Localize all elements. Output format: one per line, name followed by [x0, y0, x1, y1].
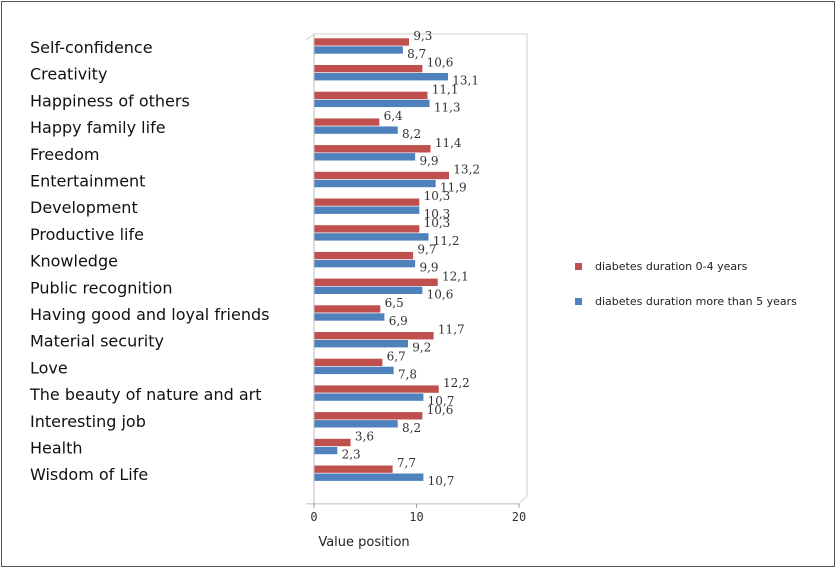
data-label: 2,3 [342, 448, 361, 462]
legend-entry: diabetes duration 0-4 years [595, 260, 748, 273]
bar-series-1 [313, 464, 394, 474]
legend-entry: diabetes duration more than 5 years [595, 295, 797, 308]
category-label: Public recognition [30, 278, 172, 297]
bar-series-2 [313, 99, 431, 108]
bar-series-2 [313, 446, 338, 455]
bar-series-2 [313, 366, 395, 375]
bar-series-1 [313, 438, 352, 447]
data-label: 3,6 [355, 430, 374, 444]
legend-swatch [575, 298, 582, 305]
data-label: 10,3 [424, 207, 451, 221]
x-tick-label: 0 [310, 510, 317, 524]
data-label: 13,1 [452, 74, 479, 88]
data-label: 11,9 [440, 181, 467, 195]
bar-series-2 [313, 312, 386, 322]
category-label: Material security [30, 332, 164, 351]
category-label: Knowledge [30, 252, 118, 271]
data-label: 13,2 [453, 163, 480, 177]
bar-series-1 [313, 144, 432, 154]
x-tick-label: 10 [409, 510, 423, 524]
category-label: Productive life [30, 225, 144, 244]
data-label: 8,2 [402, 127, 421, 141]
bar-series-2 [313, 285, 423, 295]
category-label: The beauty of nature and art [29, 385, 261, 404]
bar-series-2 [313, 152, 416, 162]
data-label: 6,9 [389, 314, 408, 328]
data-label: 8,2 [402, 421, 421, 435]
bar-series-2 [313, 472, 424, 482]
data-label: 9,9 [419, 261, 438, 275]
data-label: 12,1 [442, 269, 469, 283]
x-tick-label: 20 [512, 510, 526, 524]
bar-series-1 [313, 277, 439, 287]
data-label: 10,6 [427, 56, 454, 70]
data-label: 10,3 [424, 216, 451, 230]
data-label: 7,8 [398, 367, 417, 381]
category-label: Happy family life [30, 118, 166, 137]
data-label: 7,7 [397, 456, 416, 470]
data-label: 12,2 [443, 376, 470, 390]
x-axis-title: Value position [318, 535, 409, 550]
data-label: 6,5 [385, 296, 404, 310]
data-label: 10,6 [427, 287, 454, 301]
bar-series-1 [313, 251, 414, 260]
bar-series-1 [313, 171, 450, 180]
bar-series-2 [313, 392, 424, 402]
bar-series-2 [313, 259, 416, 268]
category-label: Creativity [30, 65, 107, 84]
bar-series-1 [313, 197, 420, 207]
bar-series-1 [313, 304, 381, 314]
bar-series-2 [313, 232, 430, 242]
data-label: 11,7 [438, 323, 465, 337]
bar-series-2 [313, 419, 399, 429]
category-label: Entertainment [30, 172, 145, 191]
bar-series-1 [313, 384, 440, 394]
bar-series-1 [313, 91, 429, 100]
bar-series-2 [313, 339, 409, 349]
category-label: Freedom [30, 145, 99, 164]
bar-series-2 [313, 72, 449, 81]
data-label: 10,7 [428, 394, 455, 408]
plot-wall [305, 33, 528, 505]
bar-series-1 [313, 331, 435, 341]
data-label: 11,1 [432, 82, 459, 96]
data-label: 9,3 [413, 29, 432, 43]
category-label: Development [30, 198, 138, 217]
bar-series-1 [313, 224, 420, 234]
data-label: 6,4 [384, 109, 403, 123]
category-label: Love [30, 358, 68, 377]
data-label: 6,7 [387, 349, 406, 363]
data-label: 11,2 [433, 234, 460, 248]
category-label: Wisdom of Life [30, 465, 148, 484]
bar-series-2 [313, 45, 404, 55]
data-label: 11,3 [434, 100, 461, 114]
data-label: 9,9 [419, 154, 438, 168]
category-label: Interesting job [30, 412, 146, 431]
data-label: 9,7 [417, 243, 436, 257]
bar-series-2 [313, 179, 437, 188]
category-label: Health [30, 439, 83, 458]
data-label: 9,2 [412, 341, 431, 355]
bar-series-1 [313, 358, 383, 367]
bar-series-1 [313, 64, 423, 74]
category-label: Having good and loyal friends [30, 305, 269, 324]
data-label: 10,7 [428, 474, 455, 488]
bar-series-1 [313, 37, 410, 47]
data-label: 10,6 [427, 403, 454, 417]
data-label: 8,7 [407, 47, 426, 61]
bar-series-2 [313, 125, 399, 135]
bar-series-2 [313, 205, 420, 215]
category-label: Self-confidence [30, 38, 153, 57]
category-label: Happiness of others [30, 91, 190, 110]
bar-series-1 [313, 411, 423, 421]
data-label: 11,4 [435, 136, 462, 150]
legend-swatch [575, 263, 582, 270]
data-label: 10,3 [424, 189, 451, 203]
bar-series-1 [313, 117, 380, 127]
